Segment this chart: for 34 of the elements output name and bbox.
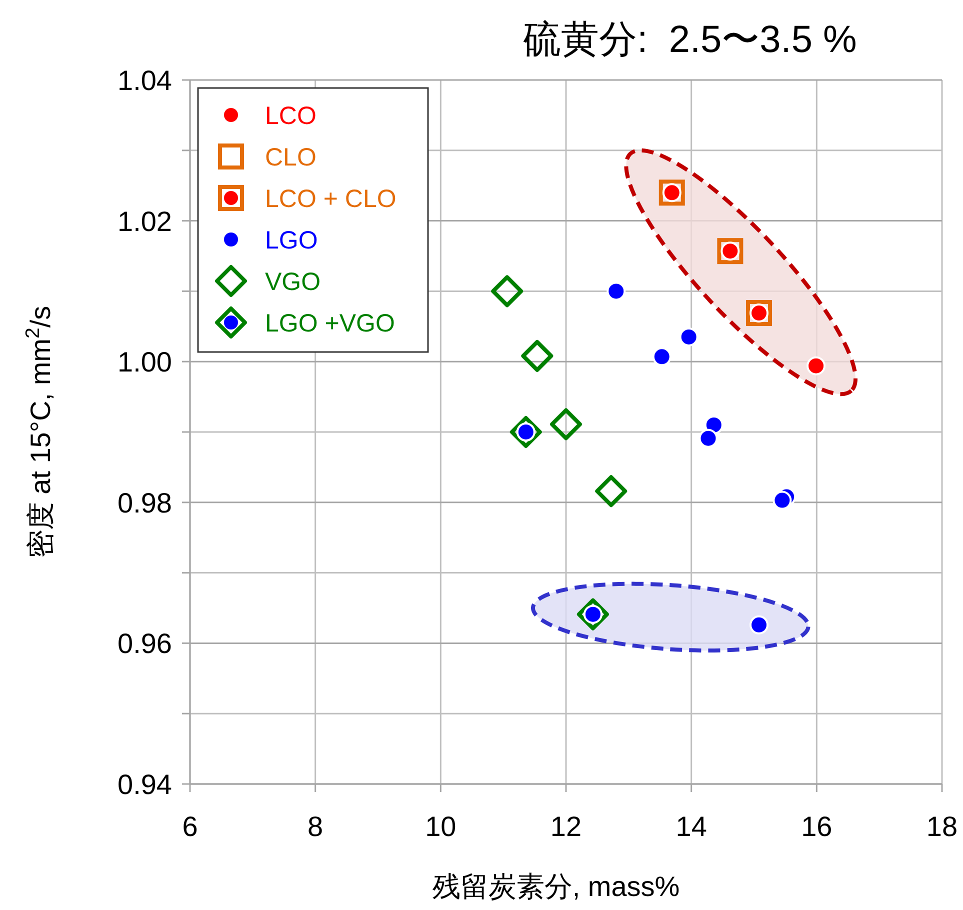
- y-tick-label: 0.96: [118, 628, 172, 660]
- x-tick-label: 18: [926, 811, 958, 842]
- point: [772, 490, 792, 510]
- point: [806, 356, 826, 376]
- point: [606, 282, 626, 301]
- y-tick-label: 0.94: [118, 769, 172, 800]
- legend-label: LCO + CLO: [265, 185, 396, 213]
- x-tick-label: 8: [308, 811, 324, 842]
- point: [510, 416, 542, 448]
- chart-title: 硫黄分: 2.5〜3.5 %: [523, 19, 857, 61]
- x-tick-label: 6: [182, 811, 198, 842]
- point: [576, 598, 609, 630]
- x-tick-label: 16: [801, 811, 832, 842]
- y-tick-label: 1.02: [118, 206, 172, 237]
- legend-label: VGO: [265, 268, 321, 296]
- x-tick-label: 12: [550, 811, 582, 842]
- y-tick-label: 1.04: [118, 65, 172, 96]
- x-axis-title: 残留炭素分, mass%: [432, 871, 680, 902]
- point: [521, 340, 554, 372]
- point: [491, 275, 524, 308]
- legend-label: LGO +VGO: [265, 310, 395, 338]
- point: [652, 347, 672, 366]
- x-tick-label: 10: [425, 811, 456, 842]
- point: [698, 428, 718, 448]
- point: [550, 408, 582, 440]
- x-tick-label: 14: [676, 811, 707, 842]
- y-tick-label: 0.98: [118, 487, 172, 518]
- point: [595, 475, 628, 508]
- point: [679, 327, 698, 346]
- legend-label: LGO: [265, 226, 318, 254]
- legend-label: CLO: [265, 144, 316, 172]
- y-tick-label: 1.00: [118, 346, 172, 378]
- point: [750, 615, 769, 634]
- legend-label: LCO: [265, 102, 316, 130]
